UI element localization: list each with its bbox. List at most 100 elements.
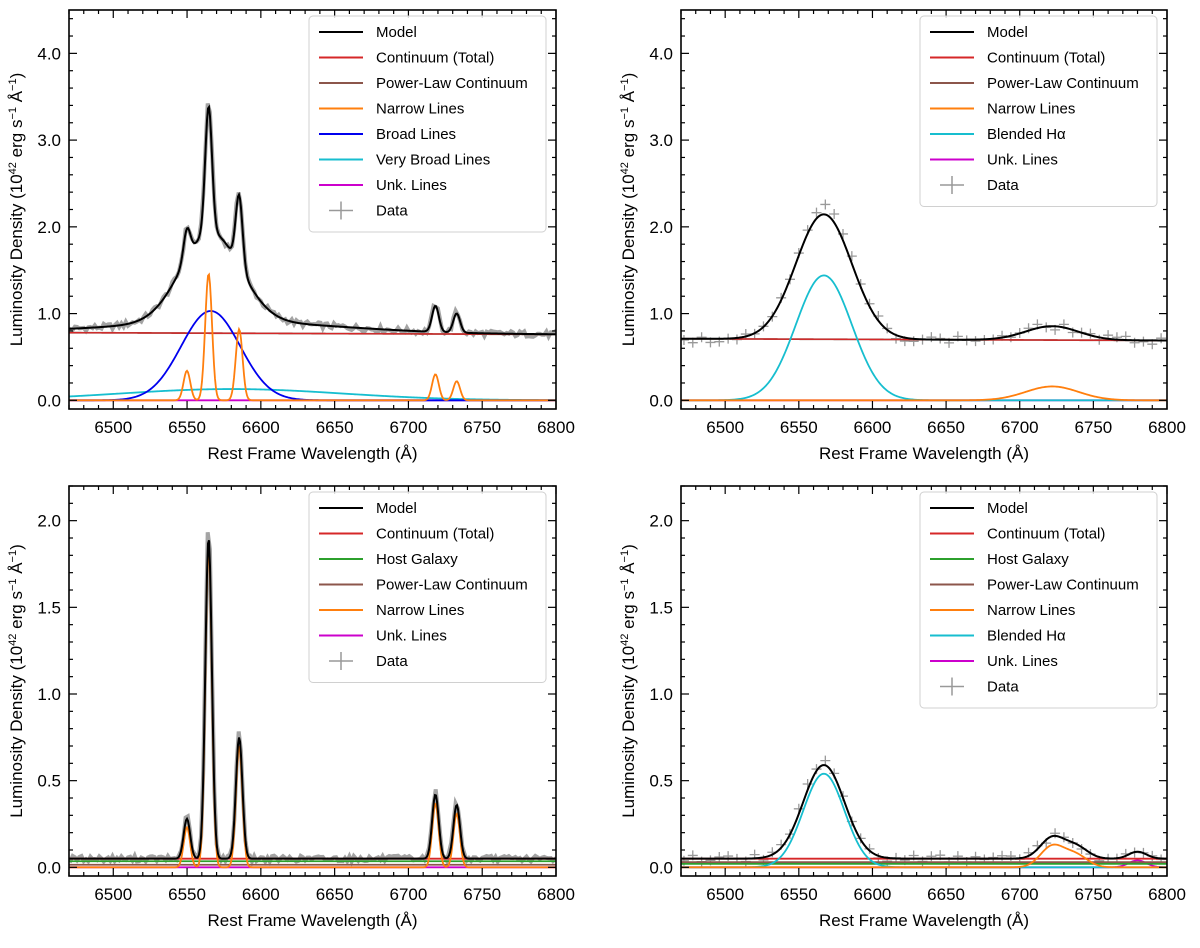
legend-label: Continuum (Total) xyxy=(376,526,494,543)
narrow-lines-series xyxy=(69,548,556,869)
y-tick-label: 2.0 xyxy=(37,512,61,531)
legend: Model Continuum (Total) Power-Law Continuu… xyxy=(919,15,1158,207)
x-tick-label: 6500 xyxy=(94,885,132,904)
legend-item: Unk. Lines xyxy=(319,177,447,194)
plot-area xyxy=(681,755,1167,869)
narrow-lines-series xyxy=(681,843,1167,869)
legend-label: Model xyxy=(987,500,1028,517)
y-tick-label: 1.0 xyxy=(649,305,673,324)
legend-label: Continuum (Total) xyxy=(987,50,1105,67)
x-tick-label: 6550 xyxy=(780,418,818,437)
legend-label: Power-Law Continuum xyxy=(376,577,528,594)
y-axis-label: Luminosity Density (1042 erg s−1 Å−1) xyxy=(619,73,638,347)
x-tick-label: 6700 xyxy=(1001,885,1039,904)
legend-item: Model xyxy=(319,24,417,41)
legend: Model Continuum (Total) Host Galaxy Power-L… xyxy=(308,491,547,683)
x-tick-label: 6500 xyxy=(706,418,744,437)
plot-area xyxy=(69,532,556,869)
legend-label: Power-Law Continuum xyxy=(987,75,1139,92)
data-points xyxy=(681,199,1167,350)
legend-item: Narrow Lines xyxy=(319,101,464,118)
x-tick-label: 6500 xyxy=(94,418,132,437)
legend-item: Broad Lines xyxy=(319,126,456,143)
x-tick-label: 6550 xyxy=(780,885,818,904)
legend-label: Data xyxy=(376,653,408,670)
data-point xyxy=(864,843,875,854)
legend-label: Power-Law Continuum xyxy=(376,75,528,92)
y-tick-label: 3.0 xyxy=(649,131,673,150)
y-tick-label: 0.5 xyxy=(649,772,673,791)
y-tick-label: 2.0 xyxy=(37,218,61,237)
y-axis-label: Luminosity Density (1042 erg s−1 Å−1) xyxy=(7,73,26,347)
legend: Model Continuum (Total) Host Galaxy Power-L… xyxy=(919,491,1158,709)
legend-item: Host Galaxy xyxy=(930,551,1069,568)
legend-item: Continuum (Total) xyxy=(930,50,1105,67)
legend-marker xyxy=(329,652,353,670)
y-tick-label: 0.0 xyxy=(649,858,673,877)
legend-item: Narrow Lines xyxy=(319,602,464,619)
panel-top-right: 6500 6550 6600 6650 6700 6750 6800 0.0 1.0 2.0 3.0… xyxy=(619,9,1186,463)
legend-item: Data xyxy=(940,176,1019,194)
x-axis-label: Rest Frame Wavelength (Å) xyxy=(207,444,417,463)
data-point xyxy=(696,332,707,343)
legend-label: Model xyxy=(376,500,417,517)
very-broad-lines-series xyxy=(69,388,556,402)
x-tick-label: 6650 xyxy=(316,885,354,904)
legend-item: Host Galaxy xyxy=(319,551,458,568)
y-tick-label: 2.0 xyxy=(649,218,673,237)
legend-item: Unk. Lines xyxy=(319,628,447,645)
narrow-lines-series xyxy=(681,385,1167,402)
x-tick-label: 6750 xyxy=(1074,885,1112,904)
x-tick-label: 6600 xyxy=(854,418,892,437)
x-tick-label: 6800 xyxy=(537,885,575,904)
legend-label: Narrow Lines xyxy=(987,602,1075,619)
legend-box xyxy=(919,15,1158,207)
x-axis-label: Rest Frame Wavelength (Å) xyxy=(819,911,1029,930)
legend-label: Unk. Lines xyxy=(376,628,447,645)
data-point xyxy=(820,199,831,210)
legend-marker xyxy=(940,677,964,696)
plot-area xyxy=(69,103,556,402)
legend-item: Unk. Lines xyxy=(930,152,1058,169)
legend-item: Model xyxy=(930,24,1028,41)
data-point xyxy=(714,852,725,863)
blended-ha-series xyxy=(681,772,1167,869)
legend-label: Very Broad Lines xyxy=(376,152,490,169)
x-tick-label: 6650 xyxy=(927,418,965,437)
legend-marker xyxy=(329,201,353,220)
x-tick-label: 6700 xyxy=(1001,418,1039,437)
x-tick-label: 6800 xyxy=(537,418,575,437)
legend-item: Continuum (Total) xyxy=(319,526,494,543)
data-point xyxy=(1138,336,1149,347)
x-tick-label: 6800 xyxy=(1148,885,1186,904)
plot-area xyxy=(681,199,1167,402)
data-point xyxy=(970,336,981,347)
legend-item: Data xyxy=(329,652,408,670)
x-tick-label: 6700 xyxy=(390,885,428,904)
x-tick-label: 6550 xyxy=(168,885,206,904)
x-tick-label: 6600 xyxy=(854,885,892,904)
panel-bottom-left: 6500 6550 6600 6650 6700 6750 6800 0.0 0.5 1.0 1.5… xyxy=(7,485,575,930)
legend-label: Broad Lines xyxy=(376,126,456,143)
legend-box xyxy=(308,491,547,683)
y-tick-label: 1.0 xyxy=(37,685,61,704)
x-tick-label: 6650 xyxy=(927,885,965,904)
y-axis-label: Luminosity Density (1042 erg s−1 Å−1) xyxy=(619,544,638,818)
legend-item: Data xyxy=(940,677,1019,696)
legend-item: Model xyxy=(319,500,417,517)
x-tick-label: 6700 xyxy=(390,418,428,437)
data-point xyxy=(926,332,937,343)
legend-label: Unk. Lines xyxy=(987,152,1058,169)
panel-top-left: 6500 6550 6600 6650 6700 6750 6800 0.0 1.0 2.0 3.0… xyxy=(7,9,575,463)
legend-label: Continuum (Total) xyxy=(376,50,494,67)
data-point xyxy=(952,851,963,862)
data-point xyxy=(1156,333,1167,344)
data-point xyxy=(681,335,689,346)
legend-box xyxy=(919,491,1158,709)
x-tick-label: 6500 xyxy=(706,885,744,904)
legend-item: Narrow Lines xyxy=(930,101,1075,118)
legend-item: Narrow Lines xyxy=(930,602,1075,619)
legend-label: Continuum (Total) xyxy=(987,526,1105,543)
y-tick-label: 4.0 xyxy=(649,44,673,63)
